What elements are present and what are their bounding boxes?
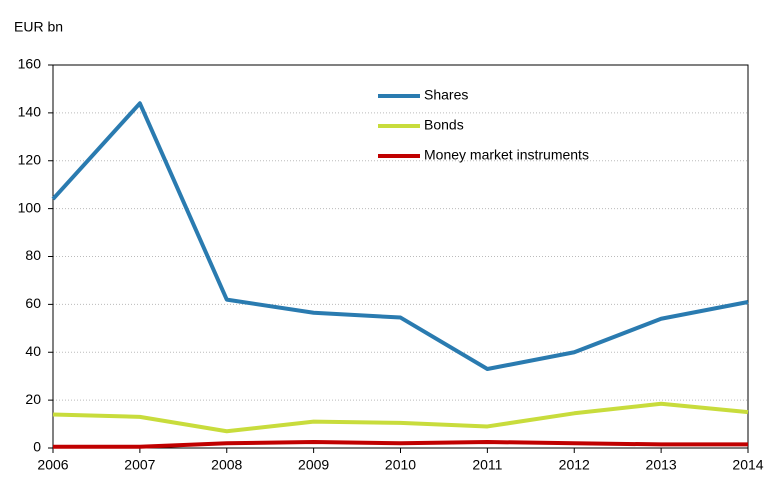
y-tick-label: 80 — [25, 247, 41, 263]
y-tick-label: 60 — [25, 295, 41, 311]
plot-frame — [52, 64, 749, 449]
x-tick-label: 2007 — [124, 457, 155, 473]
x-tick-label: 2012 — [559, 457, 590, 473]
series-line — [53, 440, 748, 449]
series-line — [52, 401, 749, 434]
y-tick-label: 160 — [18, 56, 42, 72]
x-tick-label: 2011 — [472, 457, 502, 473]
x-tick-label: 2006 — [37, 457, 68, 473]
legend-label: Bonds — [424, 117, 464, 133]
y-tick-label: 40 — [25, 343, 41, 359]
y-tick-label: 120 — [18, 151, 42, 167]
x-tick-label: 2010 — [385, 457, 416, 473]
legend-label: Money market instruments — [424, 147, 589, 163]
x-tick-label: 2008 — [211, 457, 242, 473]
x-tick-label: 2013 — [646, 457, 677, 473]
x-tick-label: 2009 — [298, 457, 329, 473]
series-line — [51, 101, 749, 372]
y-tick-label: 100 — [18, 199, 42, 215]
y-tick-label: 20 — [25, 391, 41, 407]
y-tick-label: 140 — [18, 104, 42, 120]
y-tick-label: 0 — [33, 439, 41, 455]
x-tick-label: 2014 — [732, 457, 763, 473]
legend-label: Shares — [424, 87, 468, 103]
y-axis-label: EUR bn — [14, 19, 63, 35]
